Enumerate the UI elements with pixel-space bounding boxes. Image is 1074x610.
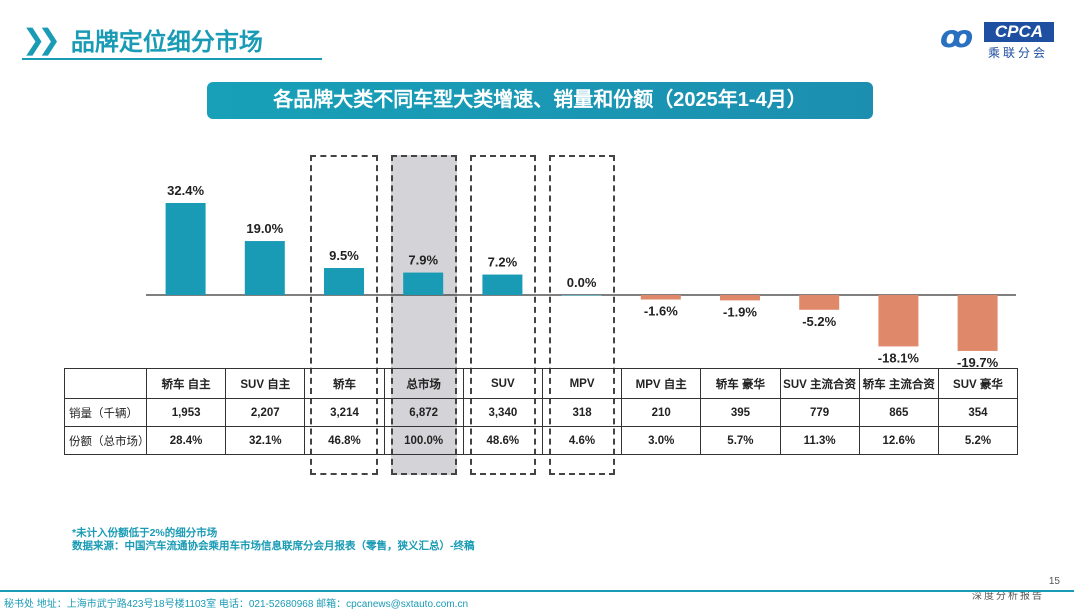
column-header: SUV — [462, 368, 543, 399]
bar-label: 9.5% — [329, 248, 359, 263]
table-cell: 12.6% — [858, 426, 939, 455]
table-cell: 1,953 — [145, 398, 227, 427]
bar — [482, 274, 523, 295]
notes: *未计入份额低于2%的细分市场 数据来源：中国汽车流通协会乘用车市场信息联席分会… — [72, 527, 475, 553]
column-header: MPV 自主 — [621, 368, 702, 399]
bar — [720, 295, 760, 301]
row-label: 份额（总市场） — [64, 426, 150, 455]
bar-label: 0.0% — [567, 275, 597, 290]
table-cell: 11.3% — [779, 426, 860, 455]
table-cell: 100.0% — [383, 426, 464, 455]
report-label: 深度分析报告 — [972, 591, 1044, 602]
table-cell: 3,340 — [462, 398, 543, 427]
bar-label: 7.2% — [488, 255, 518, 270]
bar-label: -1.9% — [723, 304, 757, 319]
bar-label: 7.9% — [408, 253, 438, 268]
column-header: 轿车 自主 — [145, 368, 227, 399]
bar — [957, 295, 998, 351]
table-cell: 48.6% — [462, 426, 543, 455]
bar — [165, 202, 206, 295]
cpca-logo: ꝏ CPCA 乘联分会 — [940, 20, 1060, 60]
table-cell: 354 — [937, 398, 1019, 427]
note-source: 数据来源：中国汽车流通协会乘用车市场信息联席分会月报表（零售，狭义汇总）-终稿 — [72, 540, 475, 552]
page-title: 品牌定位细分市场 — [70, 29, 263, 56]
highlight-box-sedan — [310, 155, 378, 475]
table-cell: 2,207 — [225, 398, 306, 427]
column-header: MPV — [541, 368, 623, 399]
bar-label: 19.0% — [246, 221, 283, 236]
table-cell: 318 — [541, 398, 623, 427]
corner-cell — [64, 368, 147, 399]
column-header: 总市场 — [383, 368, 464, 399]
bar — [244, 241, 285, 295]
bar-label: -1.6% — [644, 304, 678, 319]
table-cell: 32.1% — [225, 426, 306, 455]
chart-title-banner: 各品牌大类不同车型大类增速、销量和份额（2025年1-4月） — [207, 82, 873, 119]
table-cell: 779 — [779, 398, 860, 427]
row-label: 销量（千辆） — [64, 398, 147, 427]
bar-label: 32.4% — [167, 183, 204, 198]
table-cell: 3,214 — [304, 398, 385, 427]
title-underline — [22, 58, 322, 60]
logo-text: CPCA — [984, 22, 1054, 42]
logo-mark-icon: ꝏ — [940, 21, 974, 54]
table-cell: 4.6% — [541, 426, 623, 455]
table-cell: 5.2% — [937, 426, 1019, 455]
column-header: 轿车 主流合资 — [858, 368, 939, 399]
bar-label: -5.2% — [802, 314, 836, 329]
table-row: 份额（总市场） 28.4% 32.1% 46.8% 100.0% 48.6% 4.6% 3.0… — [64, 426, 1019, 455]
table-cell: 6,872 — [383, 398, 464, 427]
bar — [403, 272, 444, 295]
column-header: 轿车 — [304, 368, 385, 399]
logo-subtext: 乘联分会 — [988, 46, 1049, 60]
data-table: 轿车 自主 SUV 自主 轿车 总市场 SUV MPV MPV 自主 轿车 豪华 SUV 主流合… — [64, 368, 1019, 455]
table-cell: 210 — [621, 398, 702, 427]
bar-label: -18.1% — [878, 350, 920, 365]
bar — [799, 295, 840, 310]
page-number: 15 — [1048, 576, 1060, 587]
bar-label: -19.7% — [957, 355, 999, 370]
bar — [878, 295, 919, 347]
table-cell: 865 — [858, 398, 939, 427]
column-header: SUV 豪华 — [937, 368, 1019, 399]
highlight-box-mpv — [549, 155, 615, 475]
footer-address: 秘书处 地址：上海市武宁路423号18号楼1103室 电话：021-526809… — [4, 599, 469, 610]
bar — [640, 295, 681, 300]
table-row: 销量（千辆） 1,953 2,207 3,214 6,872 3,340 318 210 395… — [64, 398, 1019, 427]
header: ❯❯ 品牌定位细分市场 — [22, 22, 263, 57]
highlight-box-suv — [470, 155, 536, 475]
table-cell: 3.0% — [621, 426, 702, 455]
note-share: *未计入份额低于2%的细分市场 — [72, 527, 218, 539]
column-header: SUV 自主 — [225, 368, 306, 399]
column-header: 轿车 豪华 — [700, 368, 781, 399]
table-cell: 28.4% — [145, 426, 227, 455]
table-cell: 5.7% — [700, 426, 781, 455]
table-cell: 46.8% — [304, 426, 385, 455]
bar — [324, 268, 364, 295]
bar — [561, 295, 602, 296]
column-header: SUV 主流合资 — [779, 368, 860, 399]
table-cell: 395 — [700, 398, 781, 427]
table-header-row: 轿车 自主 SUV 自主 轿车 总市场 SUV MPV MPV 自主 轿车 豪华 SUV 主流合… — [64, 368, 1019, 399]
growth-bar-chart: 32.4% 19.0% 9.5% 7.9% 7.2% 0.0% -1.6% -1.9% -5.2… — [146, 183, 1016, 370]
footer-line — [0, 590, 1074, 592]
